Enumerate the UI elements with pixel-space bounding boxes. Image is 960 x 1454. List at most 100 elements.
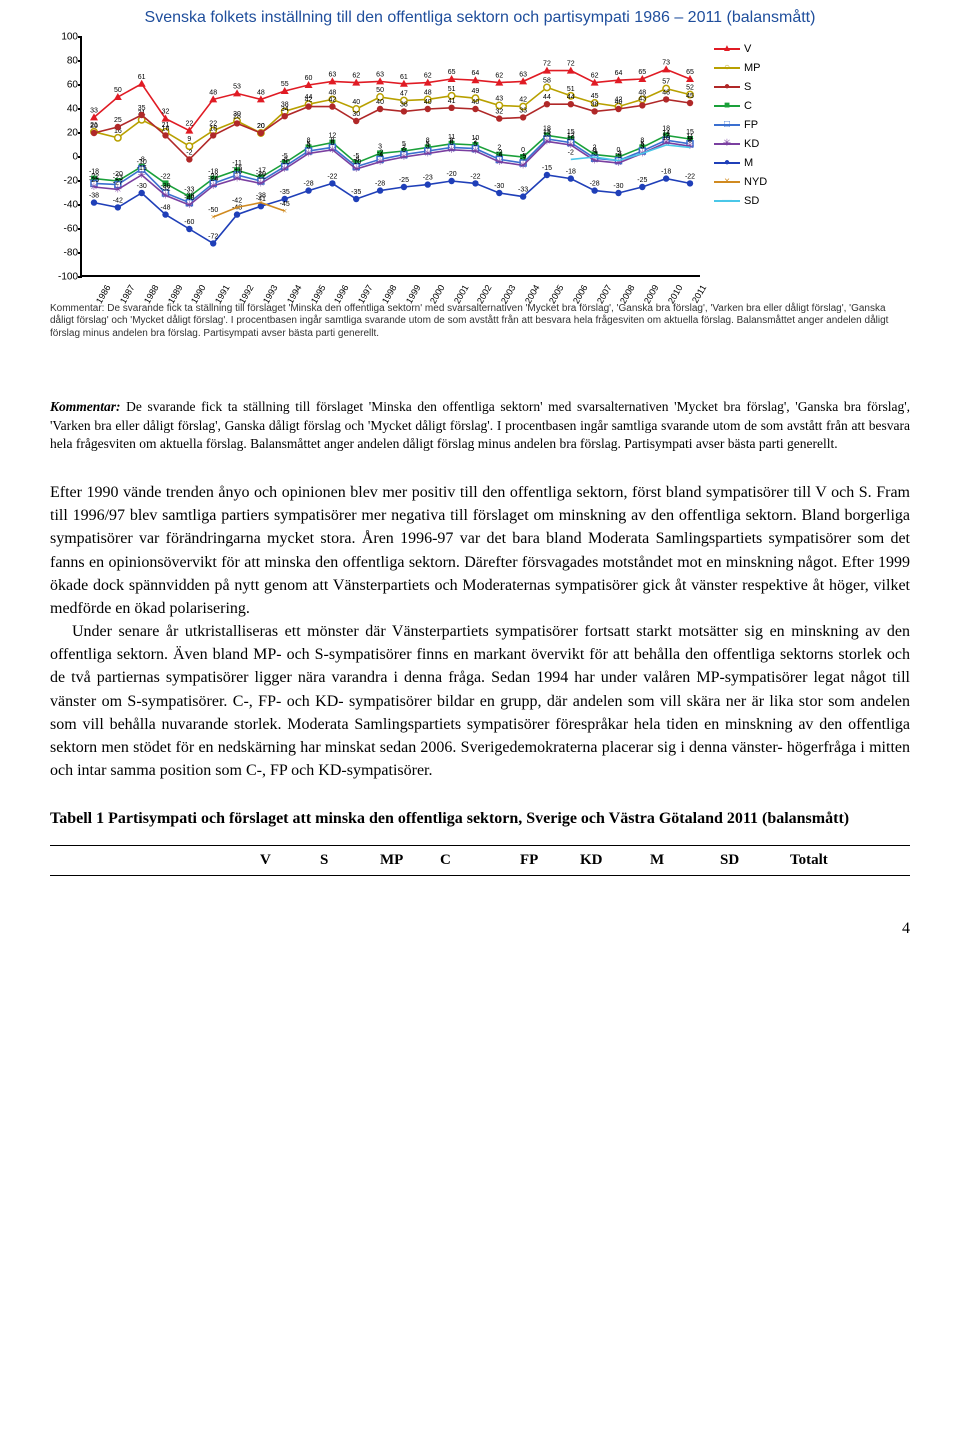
chart-legend: ▲V○MP●S■C□FP✳KD●M×NYD—SD	[700, 37, 780, 277]
svg-text:40: 40	[472, 99, 480, 106]
svg-text:-4: -4	[496, 152, 502, 159]
svg-text:43: 43	[638, 95, 646, 102]
svg-text:20: 20	[257, 123, 265, 130]
svg-text:64: 64	[472, 70, 480, 77]
svg-text:-25: -25	[399, 177, 409, 184]
svg-text:-33: -33	[518, 186, 528, 193]
y-tick-label: -80	[48, 247, 78, 258]
y-tick-label: -20	[48, 175, 78, 186]
svg-text:-42: -42	[232, 197, 242, 204]
svg-text:64: 64	[615, 70, 623, 77]
legend-item-c: ■C	[714, 100, 780, 112]
svg-text:28: 28	[233, 113, 241, 120]
table-header-row: VSMPCFPKDMSDTotalt	[50, 846, 910, 875]
svg-text:-42: -42	[113, 197, 123, 204]
svg-text:-22: -22	[327, 173, 337, 180]
svg-text:-15: -15	[137, 165, 147, 172]
svg-text:47: 47	[400, 90, 408, 97]
svg-text:-48: -48	[160, 204, 170, 211]
table-header-c: C	[440, 852, 520, 869]
svg-text:9: 9	[187, 136, 191, 143]
svg-text:30: 30	[352, 111, 360, 118]
svg-text:-10: -10	[351, 159, 361, 166]
svg-text:51: 51	[448, 86, 456, 93]
svg-text:22: 22	[185, 120, 193, 127]
svg-text:63: 63	[376, 71, 384, 78]
table-header-totalt: Totalt	[790, 852, 870, 869]
svg-text:32: 32	[162, 108, 170, 115]
table-header-kd: KD	[580, 852, 650, 869]
svg-text:6: 6	[330, 140, 334, 147]
svg-text:-25: -25	[89, 177, 99, 184]
svg-text:48: 48	[209, 89, 217, 96]
svg-text:-18: -18	[566, 168, 576, 175]
svg-text:35: 35	[138, 105, 146, 112]
svg-text:62: 62	[495, 72, 503, 79]
svg-text:-35: -35	[351, 189, 361, 196]
svg-text:61: 61	[138, 74, 146, 81]
svg-text:-22: -22	[256, 173, 266, 180]
svg-text:6: 6	[450, 140, 454, 147]
svg-text:-15: -15	[542, 165, 552, 172]
svg-text:3: 3	[640, 143, 644, 150]
table-header-m: M	[650, 852, 720, 869]
y-tick-label: 100	[48, 31, 78, 42]
y-tick-label: 20	[48, 127, 78, 138]
legend-item-fp: □FP	[714, 119, 780, 131]
svg-text:63: 63	[329, 71, 337, 78]
legend-label: KD	[744, 138, 759, 150]
svg-text:63: 63	[519, 71, 527, 78]
svg-text:48: 48	[662, 89, 670, 96]
legend-label: C	[744, 100, 752, 112]
table-header-v: V	[260, 852, 320, 869]
svg-text:53: 53	[233, 83, 241, 90]
chart-title: Svenska folkets inställning till den off…	[50, 0, 910, 33]
svg-text:-30: -30	[494, 183, 504, 190]
page-number: 4	[50, 920, 910, 938]
svg-text:50: 50	[114, 87, 122, 94]
svg-text:-22: -22	[470, 173, 480, 180]
legend-label: M	[744, 157, 753, 169]
svg-text:44: 44	[567, 94, 575, 101]
y-tick-label: -100	[48, 271, 78, 282]
svg-text:42: 42	[519, 96, 527, 103]
table-header-fp: FP	[520, 852, 580, 869]
svg-text:43: 43	[495, 95, 503, 102]
svg-text:62: 62	[424, 72, 432, 79]
svg-text:25: 25	[114, 117, 122, 124]
svg-text:-40: -40	[184, 195, 194, 202]
svg-text:10: 10	[662, 135, 670, 142]
svg-text:49: 49	[472, 88, 480, 95]
svg-text:65: 65	[638, 69, 646, 76]
svg-text:10: 10	[567, 135, 575, 142]
table-header-sd: SD	[720, 852, 790, 869]
svg-text:13: 13	[543, 131, 551, 138]
chart-container: 3350613222485348556063626361626564626372…	[50, 33, 910, 279]
svg-text:-50: -50	[208, 207, 218, 214]
svg-text:-38: -38	[89, 192, 99, 199]
svg-text:-28: -28	[590, 180, 600, 187]
svg-text:38: 38	[591, 101, 599, 108]
legend-label: NYD	[744, 176, 767, 188]
svg-text:65: 65	[686, 69, 694, 76]
svg-text:-20: -20	[447, 171, 457, 178]
svg-text:42: 42	[305, 96, 313, 103]
kommentar-lead: Kommentar:	[50, 399, 121, 414]
svg-text:-2: -2	[568, 149, 574, 156]
svg-text:-22: -22	[160, 173, 170, 180]
svg-text:60: 60	[305, 75, 313, 82]
svg-text:8: 8	[688, 137, 692, 144]
legend-item-mp: ○MP	[714, 62, 780, 74]
svg-text:-2: -2	[186, 149, 192, 156]
svg-text:34: 34	[281, 106, 289, 113]
svg-text:-28: -28	[375, 180, 385, 187]
svg-text:-27: -27	[113, 179, 123, 186]
y-tick-label: 60	[48, 79, 78, 90]
svg-text:-28: -28	[303, 180, 313, 187]
svg-text:40: 40	[352, 99, 360, 106]
kommentar-text: De svarande fick ta ställning till försl…	[50, 399, 910, 450]
svg-text:73: 73	[662, 59, 670, 66]
svg-text:51: 51	[567, 86, 575, 93]
svg-text:40: 40	[615, 99, 623, 106]
chart-svg: 3350613222485348556063626361626564626372…	[82, 37, 702, 277]
